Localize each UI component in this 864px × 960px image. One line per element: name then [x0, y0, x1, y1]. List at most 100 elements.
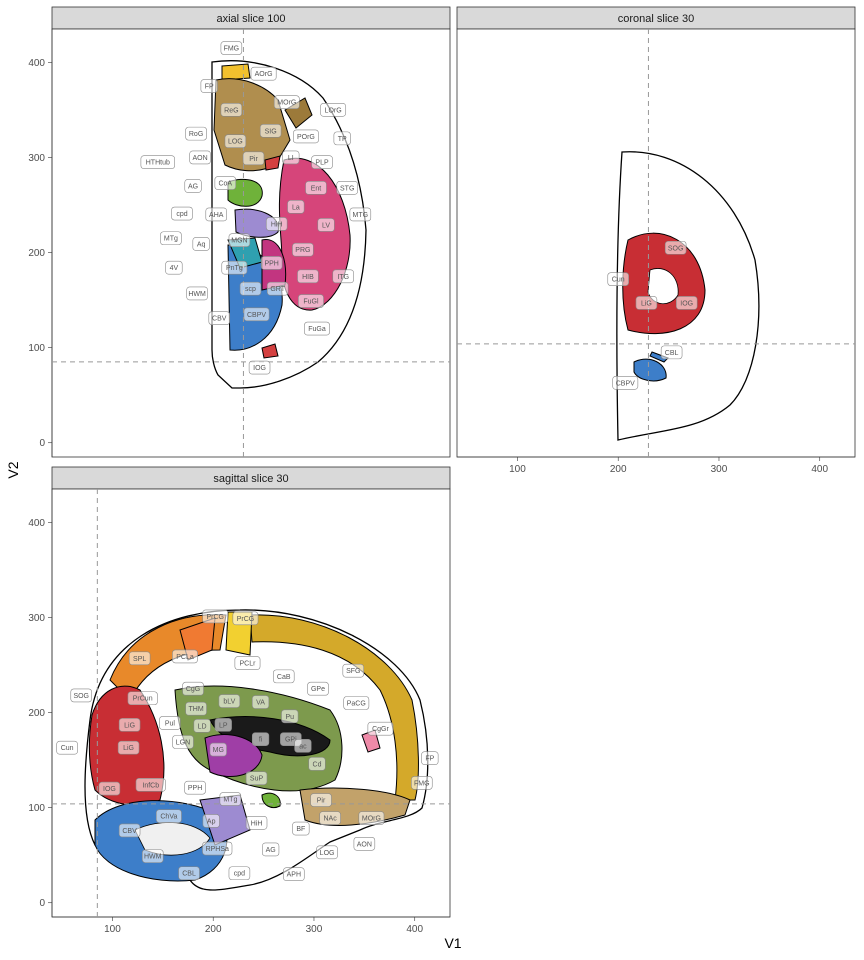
region-label-box: [218, 694, 241, 708]
region-label-box: [259, 123, 282, 138]
region-label-box: [232, 611, 259, 626]
region-label-text: AHA: [209, 212, 224, 219]
region-label-text: fi: [259, 737, 263, 744]
region-label-text: CoA: [218, 181, 232, 188]
y-tick-label: 100: [28, 343, 45, 354]
region-label: PrCG: [202, 609, 229, 624]
region-labels: PrCG PrCG SPL PCLa PCLr SFG CaB GPe SOG PrCun CgG P…: [56, 609, 439, 882]
panel-title-coronal: coronal slice 30: [618, 13, 694, 25]
region-label-box: [367, 721, 394, 736]
region-label: LOG: [316, 845, 338, 860]
region-label-box: [292, 821, 310, 836]
panel-0-overlay: FMG AOrG FP MOrG ReG LOrG RoG SIG POrG TP LOG AON LI…: [52, 29, 450, 457]
region-label-text: MG: [213, 747, 224, 754]
x-axis-coronal: 100 200 300 400: [457, 456, 855, 475]
region-label: APH: [283, 867, 305, 882]
y-axis-axial: 0 100 200 300 400: [28, 29, 53, 457]
region-label: LI: [282, 150, 300, 165]
region-label: PPH: [260, 256, 283, 270]
x-tick-label: 200: [205, 924, 222, 935]
region-label: FP: [200, 79, 218, 93]
y-tick-label: 0: [39, 898, 45, 909]
region-label-text: Cun: [612, 277, 625, 284]
region-label-box: [118, 823, 141, 838]
region-label-box: [178, 866, 200, 881]
region-label-text: PLP: [315, 160, 329, 167]
region-label: MG: [209, 742, 227, 757]
region-label-box: [209, 742, 227, 757]
region-label-box: [184, 179, 202, 193]
region-label-box: [310, 793, 332, 807]
region-label: MTg: [219, 792, 242, 806]
region-label: PnTg: [221, 260, 248, 275]
panel-2-overlay: PrCG PrCG SPL PCLa PCLr SFG CaB GPe SOG PrCun CgG P…: [52, 489, 450, 917]
region-label: MOrG: [273, 95, 300, 110]
region-label: TP: [333, 131, 351, 146]
region-label-text: CaB: [277, 674, 291, 681]
region-label-box: [182, 681, 204, 696]
region-label-text: Ent: [311, 185, 322, 192]
panel-coronal: coronal slice 30: [456, 6, 856, 458]
region-label-box: [224, 134, 247, 149]
region-label-box: [243, 307, 270, 322]
region-label-box: [319, 811, 341, 825]
region-label: CoA: [214, 176, 237, 190]
region-label-box: [307, 681, 329, 696]
region-label: CgG: [182, 681, 204, 696]
region-label-text: 4V: [170, 265, 179, 272]
region-label-text: SuP: [250, 776, 264, 783]
region-label-text: AOrG: [255, 71, 273, 78]
region-label: SIG: [259, 123, 282, 138]
region-label-box: [205, 207, 227, 222]
region-label-box: [320, 103, 347, 117]
region-label-text: CgG: [186, 686, 200, 693]
region-label-text: CBV: [122, 828, 137, 835]
region-label: CBV: [208, 311, 231, 325]
region-label: LOrG: [320, 103, 347, 117]
region-label-box: [411, 776, 433, 790]
region-label-text: AG: [266, 847, 276, 854]
region-label-box: [172, 735, 194, 749]
region-label-box: [281, 709, 299, 724]
region-label-box: [118, 718, 141, 732]
region-label-box: [117, 740, 140, 755]
region-label-box: [245, 771, 268, 785]
region-label: GPe: [307, 681, 329, 696]
region-label-box: [273, 95, 300, 110]
region-label-box: [283, 867, 305, 882]
region-label-box: [333, 131, 351, 146]
region-label-text: AG: [188, 183, 198, 190]
region-label-text: PrCG: [237, 616, 255, 623]
region-frontal-pole: [221, 63, 251, 81]
region-amygdala-sagittal: [261, 792, 281, 809]
region-label-text: LD: [198, 723, 207, 730]
x-tick-label: 100: [104, 924, 121, 935]
region-label-text: HWM: [144, 854, 162, 861]
region-label-text: PCLa: [176, 654, 194, 661]
region-label-text: SIG: [265, 128, 277, 135]
region-label-text: ac: [299, 743, 307, 750]
region-label: THM: [185, 701, 207, 716]
region-label-text: LOG: [228, 139, 243, 146]
region-cerebellum-coronal: [633, 358, 667, 382]
region-temporal: [278, 157, 351, 311]
region-label-box: [245, 816, 268, 830]
region-label-box: [316, 845, 338, 860]
region-label-text: La: [292, 204, 300, 211]
region-label: Pul: [159, 716, 181, 730]
region-label-text: ReG: [224, 107, 238, 114]
region-label-text: FP: [425, 756, 434, 763]
region-label-text: PaCG: [347, 701, 366, 708]
region-label: LiG: [118, 718, 141, 732]
panel-title-sagittal: sagittal slice 30: [213, 473, 288, 485]
y-tick-label: 300: [28, 613, 45, 624]
region-label-text: RoG: [189, 131, 203, 138]
panel-title-axial: axial slice 100: [216, 13, 285, 25]
region-label: 4V: [165, 260, 183, 275]
region-label-text: PrCun: [133, 696, 153, 703]
region-label: CBL: [178, 866, 200, 881]
region-label: IOG: [248, 360, 271, 375]
region-label: RPHSa: [202, 841, 233, 856]
region-labels: FMG AOrG FP MOrG ReG LOrG RoG SIG POrG TP LOG AON LI…: [140, 41, 372, 375]
region-label-box: [353, 836, 376, 851]
